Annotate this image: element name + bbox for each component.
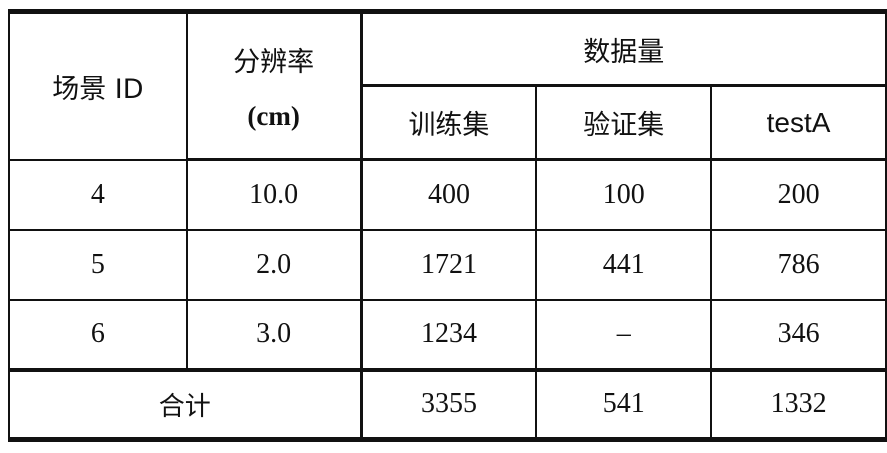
total-row: 合计 3355 541 1332 bbox=[7, 367, 887, 442]
cell-testa: 200 bbox=[710, 158, 887, 231]
cell-resolution: 2.0 bbox=[185, 228, 363, 301]
cell-val: 441 bbox=[535, 228, 713, 301]
data-table: 场景 ID 分辨率 (cm) 数据量 训练集 验证集 testA 4 10.0 … bbox=[7, 9, 887, 442]
cell-scene: 5 bbox=[8, 228, 188, 301]
cell-train: 1234 bbox=[359, 298, 538, 371]
cell-val: 100 bbox=[535, 158, 713, 231]
cell-train: 400 bbox=[359, 158, 538, 231]
header-data-volume: 数据量 bbox=[359, 9, 887, 87]
total-train: 3355 bbox=[359, 367, 538, 442]
total-testa: 1332 bbox=[710, 367, 887, 442]
header-scene-id-label: 场景 ID bbox=[52, 73, 144, 105]
header-testa: testA bbox=[710, 84, 887, 161]
table-row: 5 2.0 1721 441 786 bbox=[8, 228, 887, 301]
cell-val: – bbox=[535, 298, 713, 371]
header-resolution: 分辨率 (cm) bbox=[185, 9, 363, 161]
table-row: 4 10.0 400 100 200 bbox=[8, 158, 887, 231]
cell-train: 1721 bbox=[359, 228, 538, 301]
header-resolution-label: 分辨率 bbox=[233, 47, 315, 78]
header-train: 训练集 bbox=[359, 84, 538, 161]
cell-scene: 6 bbox=[8, 298, 188, 371]
table-row: 6 3.0 1234 – 346 bbox=[8, 298, 887, 371]
header-val: 验证集 bbox=[535, 84, 713, 161]
header-scene-id: 场景 ID bbox=[8, 9, 188, 161]
total-label: 合计 bbox=[7, 367, 363, 442]
total-val: 541 bbox=[535, 367, 713, 442]
cell-scene: 4 bbox=[8, 158, 188, 231]
cell-resolution: 3.0 bbox=[185, 298, 363, 371]
cell-resolution: 10.0 bbox=[185, 158, 363, 231]
cell-testa: 786 bbox=[710, 228, 887, 301]
cell-testa: 346 bbox=[710, 298, 887, 371]
header-resolution-unit: (cm) bbox=[247, 101, 300, 131]
